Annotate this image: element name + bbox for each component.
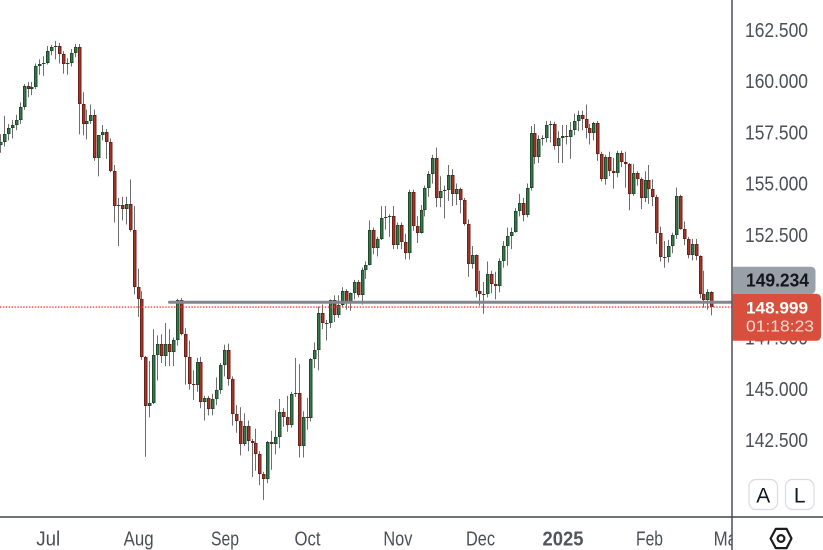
svg-text:157.500: 157.500: [745, 122, 808, 144]
svg-text:155.000: 155.000: [745, 174, 808, 196]
svg-text:Oct: Oct: [295, 529, 321, 550]
svg-text:152.500: 152.500: [745, 225, 808, 247]
svg-text:2025: 2025: [543, 529, 584, 550]
svg-text:142.500: 142.500: [745, 430, 808, 452]
svg-text:148.999: 148.999: [746, 298, 808, 317]
svg-text:Mar: Mar: [714, 529, 743, 550]
svg-text:01:18:23: 01:18:23: [746, 318, 814, 335]
svg-text:145.000: 145.000: [745, 379, 808, 401]
svg-text:149.234: 149.234: [746, 270, 810, 291]
svg-text:Dec: Dec: [466, 529, 495, 550]
svg-text:160.000: 160.000: [745, 71, 808, 93]
svg-text:162.500: 162.500: [745, 20, 808, 42]
svg-text:Jul: Jul: [36, 529, 60, 550]
svg-text:Aug: Aug: [124, 529, 154, 550]
svg-text:Sep: Sep: [211, 529, 239, 550]
svg-text:Nov: Nov: [383, 529, 412, 550]
svg-text:Feb: Feb: [636, 529, 663, 550]
svg-text:L: L: [794, 484, 806, 507]
svg-text:A: A: [756, 484, 770, 507]
